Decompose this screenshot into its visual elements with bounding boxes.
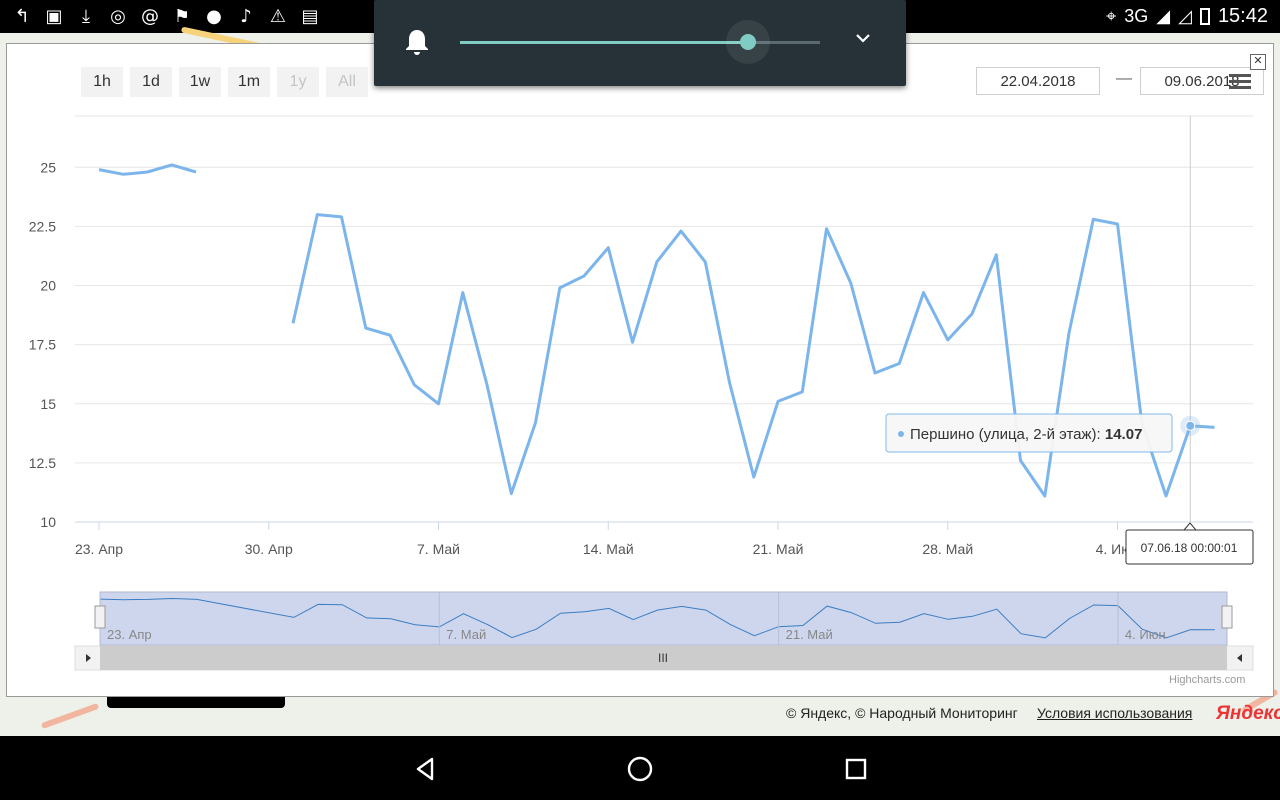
y-tick-label: 25 bbox=[40, 159, 56, 175]
navigator-handle-right[interactable] bbox=[1221, 605, 1233, 629]
hamburger-menu-icon[interactable] bbox=[1229, 74, 1251, 90]
volume-panel bbox=[374, 0, 906, 86]
bell-icon[interactable] bbox=[404, 28, 430, 56]
crosshair-label-text: 07.06.18 00:00:01 bbox=[1141, 541, 1238, 555]
drop-icon: ● bbox=[206, 5, 222, 27]
volume-slider[interactable] bbox=[460, 20, 820, 64]
hover-point[interactable] bbox=[1185, 420, 1196, 431]
map-road bbox=[40, 702, 100, 730]
navigator-label: 7. Май bbox=[446, 627, 486, 642]
network-type: 3G bbox=[1124, 6, 1149, 26]
status-right: ⌖ 3G ◢ ◿ 15:42 bbox=[1106, 0, 1268, 33]
chevron-down-icon[interactable] bbox=[854, 32, 872, 44]
map-copyright: © Яндекс, © Народный Мониторинг bbox=[786, 705, 1018, 721]
maps-icon: ⚑ bbox=[173, 5, 191, 27]
range-button-1w[interactable]: 1w bbox=[179, 67, 221, 97]
chat-icon: ▤ bbox=[301, 5, 319, 27]
scroll-left-arrow[interactable] bbox=[86, 654, 91, 662]
volume-slider-thumb[interactable] bbox=[740, 34, 756, 50]
bell-icon: ♪ bbox=[240, 5, 252, 27]
x-tick-label: 28. Май bbox=[922, 541, 973, 557]
chart-panel: 10 12.5 15 17.5 20 22.5 25 23. Апр 30. Апр 7. Май… bbox=[6, 43, 1274, 697]
tooltip-series-name: Першино (улица, 2-й этаж) bbox=[910, 426, 1097, 443]
tooltip-text: Першино (улица, 2-й этаж): 14.07 bbox=[910, 426, 1142, 443]
navigator-label: 4. Июн bbox=[1125, 627, 1166, 642]
status-icons: ↰ ▣ ⤓ ◎ @ ⚑ ● ♪ ⚠ ▤ bbox=[10, 4, 322, 28]
y-tick-label: 20 bbox=[40, 278, 56, 294]
tooltip-colon: : bbox=[1097, 426, 1105, 443]
y-tick-label: 15 bbox=[40, 396, 56, 412]
navigator-label: 21. Май bbox=[786, 627, 833, 642]
signal-icon-2: ◿ bbox=[1178, 6, 1192, 26]
y-tick-label: 17.5 bbox=[29, 337, 56, 353]
navigator-handle-left[interactable] bbox=[94, 605, 106, 629]
navigator-label: 23. Апр bbox=[107, 627, 152, 642]
range-button-1h[interactable]: 1h bbox=[81, 67, 123, 97]
navigator-series bbox=[99, 597, 1215, 639]
y-tick-label: 12.5 bbox=[29, 455, 56, 471]
yandex-logo[interactable]: Яндекс bbox=[1216, 703, 1280, 724]
scrollbar-grip[interactable]: III bbox=[658, 651, 668, 665]
back-icon[interactable] bbox=[410, 754, 440, 784]
recents-icon[interactable] bbox=[841, 754, 871, 784]
chrome-icon: ◎ bbox=[110, 5, 126, 27]
date-from-input[interactable]: 22.04.2018 bbox=[976, 67, 1100, 95]
tooltip-box bbox=[885, 413, 1173, 453]
range-button-1m[interactable]: 1m bbox=[228, 67, 270, 97]
location-icon: ⌖ bbox=[1106, 6, 1117, 26]
range-button-all[interactable]: All bbox=[326, 67, 368, 97]
close-icon[interactable]: ✕ bbox=[1250, 54, 1266, 70]
tooltip-marker bbox=[898, 431, 904, 437]
warning-icon: ⚠ bbox=[269, 5, 287, 27]
x-tick-label: 21. Май bbox=[753, 541, 804, 557]
navigation-bar bbox=[0, 736, 1280, 800]
clock: 15:42 bbox=[1217, 5, 1268, 27]
y-tick-label: 22.5 bbox=[29, 218, 56, 234]
photo-icon: ▣ bbox=[45, 5, 63, 27]
series-line bbox=[98, 163, 1215, 498]
x-tick-label: 30. Апр bbox=[245, 541, 293, 557]
navigator-selection[interactable] bbox=[99, 591, 1228, 646]
x-tick-label: 14. Май bbox=[583, 541, 634, 557]
tooltip-value: 14.07 bbox=[1105, 426, 1143, 443]
download-icon: ⤓ bbox=[82, 5, 90, 27]
highcharts-credit[interactable]: Highcharts.com bbox=[1169, 674, 1246, 686]
x-tick-label: 23. Апр bbox=[75, 541, 123, 557]
crosshair-label-pointer bbox=[1182, 522, 1198, 531]
range-button-1d[interactable]: 1d bbox=[130, 67, 172, 97]
home-icon[interactable] bbox=[625, 754, 655, 784]
y-tick-label: 10 bbox=[40, 514, 56, 530]
date-to-input[interactable]: 09.06.2018 bbox=[1140, 67, 1264, 95]
volume-slider-fill bbox=[460, 41, 748, 44]
reply-icon: ↰ bbox=[14, 5, 30, 27]
date-separator: — bbox=[1116, 70, 1132, 87]
scroll-right-arrow[interactable] bbox=[1237, 654, 1242, 662]
signal-icon: ◢ bbox=[1156, 6, 1171, 26]
scrollbar-thumb[interactable] bbox=[100, 646, 1227, 670]
range-button-1y[interactable]: 1y bbox=[277, 67, 319, 97]
at-icon: @ bbox=[141, 5, 159, 27]
terms-link[interactable]: Условия использования bbox=[1037, 705, 1193, 721]
battery-icon bbox=[1199, 8, 1210, 25]
x-tick-label: 7. Май bbox=[417, 541, 460, 557]
chart-svg: 10 12.5 15 17.5 20 22.5 25 23. Апр 30. Апр 7. Май… bbox=[29, 115, 1254, 671]
